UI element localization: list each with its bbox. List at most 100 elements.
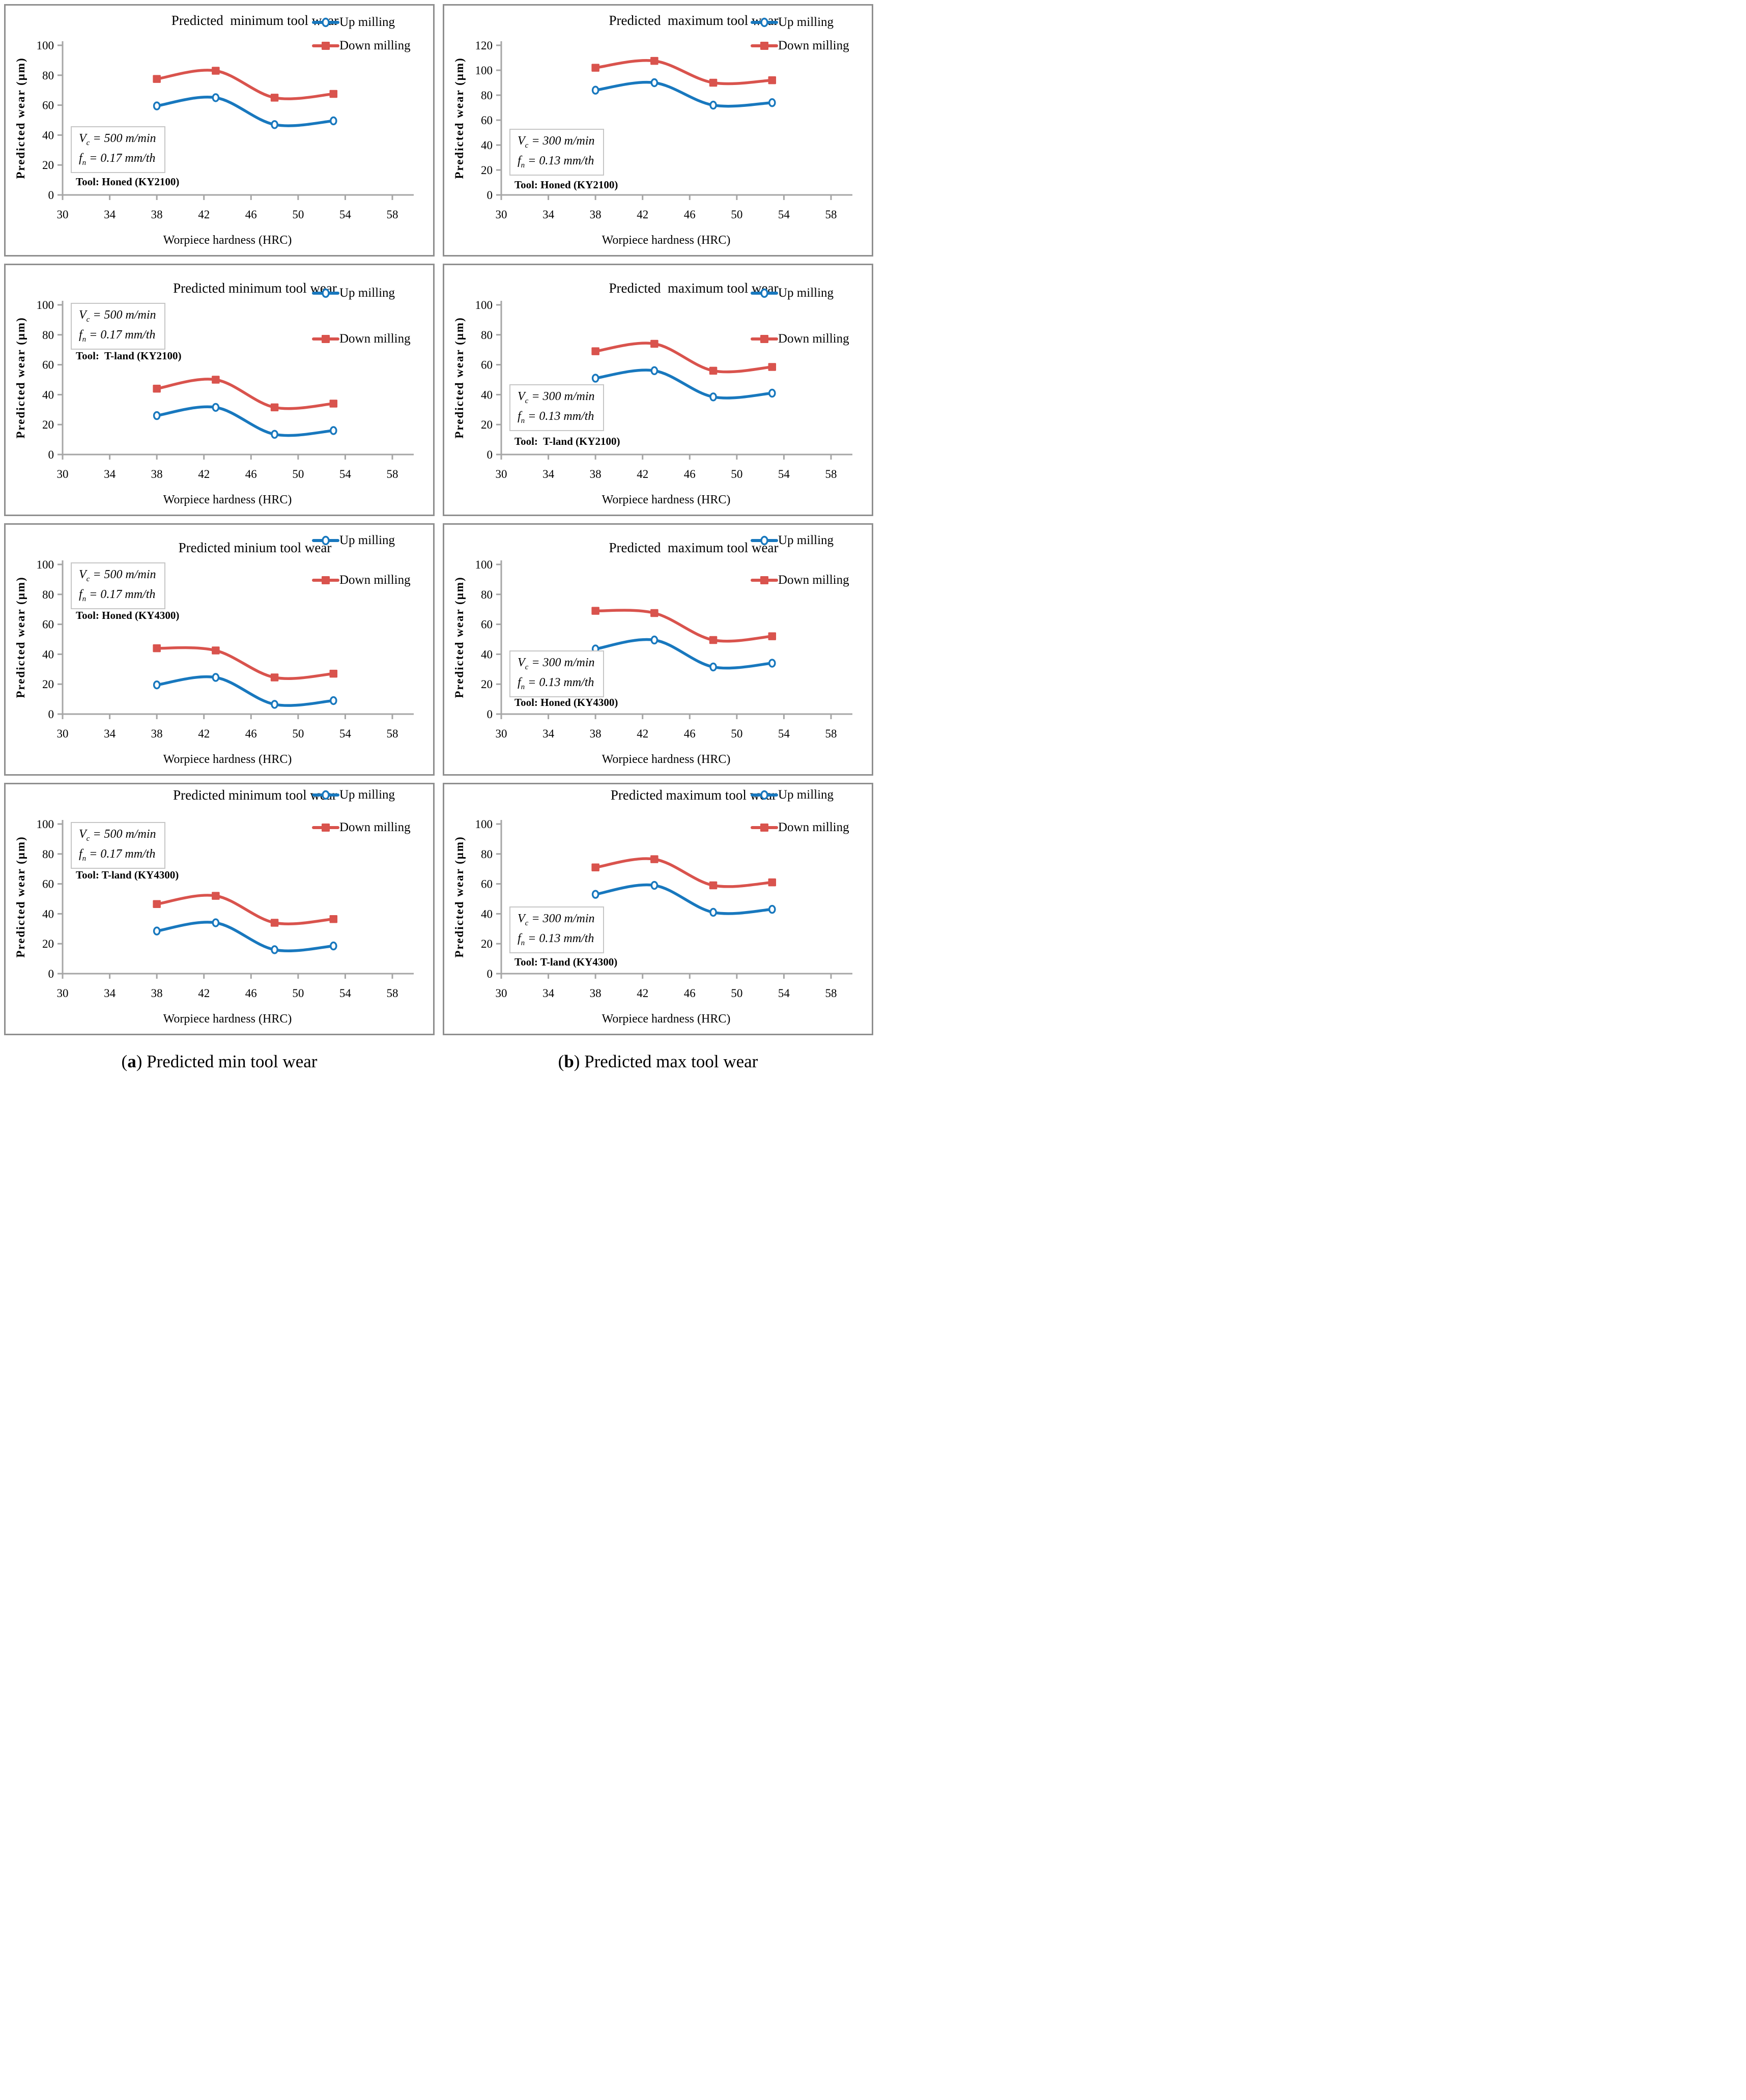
svg-text:40: 40 — [481, 388, 493, 401]
svg-text:80: 80 — [42, 329, 54, 342]
svg-text:20: 20 — [42, 418, 54, 431]
down-milling-marker-icon — [312, 821, 339, 834]
x-axis-label: Worpiece hardness (HRC) — [602, 234, 731, 247]
legend-item-down-milling: Down milling — [312, 39, 411, 52]
up-milling-marker-icon — [751, 534, 778, 547]
legend-item-up-milling: Up milling — [312, 15, 395, 29]
feed-rate-text: fn = 0.13 mm/th — [518, 410, 594, 425]
tool-label: Tool: T-land (KY4300) — [76, 869, 179, 881]
svg-text:54: 54 — [339, 468, 352, 480]
x-axis-label: Worpiece hardness (HRC) — [163, 753, 292, 766]
svg-text:40: 40 — [481, 648, 493, 661]
svg-text:46: 46 — [684, 468, 696, 480]
legend-item-down-milling: Down milling — [312, 332, 411, 346]
y-axis-label: Predicted wear (μm) — [14, 576, 27, 698]
svg-text:80: 80 — [42, 69, 54, 82]
legend-item-up-milling: Up milling — [312, 533, 395, 547]
svg-text:50: 50 — [292, 208, 304, 221]
legend-item-up-milling: Up milling — [312, 286, 395, 300]
x-axis-label: Worpiece hardness (HRC) — [602, 1012, 731, 1026]
legend-label: Up milling — [778, 286, 834, 300]
chart-title: Predicted maximum tool wear — [609, 280, 779, 296]
tool-label: Tool: Honed (KY4300) — [76, 609, 180, 621]
chart-plot-area: 30 34 38 42 46 50 54 58 0 20 40 60 80 100 — [475, 299, 852, 480]
cutting-speed-text: Vc = 500 m/min — [79, 132, 156, 147]
down-milling-marker-icon — [751, 332, 778, 346]
up-milling-marker-icon — [312, 287, 339, 300]
svg-text:54: 54 — [339, 987, 352, 1000]
down-milling-marker-icon — [751, 574, 778, 587]
svg-text:60: 60 — [481, 878, 493, 891]
svg-text:60: 60 — [42, 618, 54, 631]
svg-text:46: 46 — [684, 208, 696, 221]
svg-text:34: 34 — [542, 468, 555, 480]
cutting-speed-text: Vc = 500 m/min — [79, 828, 156, 843]
svg-text:30: 30 — [57, 987, 69, 1000]
x-axis-label: Worpiece hardness (HRC) — [163, 493, 292, 506]
chart-title: Predicted minimum tool wear — [173, 787, 337, 803]
cutting-params-box: Vc = 300 m/min fn = 0.13 mm/th — [509, 650, 604, 698]
legend-label: Down milling — [778, 573, 849, 587]
cutting-speed-text: Vc = 500 m/min — [79, 568, 156, 583]
svg-text:30: 30 — [496, 468, 507, 480]
y-axis-label: Predicted wear (μm) — [453, 57, 466, 179]
feed-rate-text: fn = 0.13 mm/th — [518, 154, 594, 169]
legend-label: Up milling — [778, 533, 834, 547]
cutting-speed-text: Vc = 300 m/min — [518, 134, 595, 150]
svg-text:30: 30 — [57, 727, 69, 740]
svg-text:60: 60 — [42, 878, 54, 891]
y-axis-label: Predicted wear (μm) — [14, 317, 27, 439]
svg-text:20: 20 — [42, 938, 54, 950]
svg-text:50: 50 — [731, 208, 742, 221]
legend-item-down-milling: Down milling — [751, 573, 849, 587]
svg-text:40: 40 — [42, 907, 54, 920]
svg-text:100: 100 — [475, 299, 493, 311]
svg-text:34: 34 — [104, 208, 116, 221]
svg-text:100: 100 — [37, 818, 54, 831]
svg-text:0: 0 — [487, 189, 493, 202]
svg-text:46: 46 — [684, 987, 696, 1000]
chart-legend: Up milling Down milling — [312, 6, 430, 107]
svg-text:54: 54 — [778, 727, 790, 740]
svg-text:40: 40 — [42, 129, 54, 141]
svg-text:40: 40 — [42, 648, 54, 661]
up-milling-marker-icon — [751, 287, 778, 300]
chart-panel-max-tland-ky2100: 30 34 38 42 46 50 54 58 0 20 40 60 80 100 Predicted m… — [443, 264, 873, 516]
svg-text:46: 46 — [245, 208, 257, 221]
svg-text:46: 46 — [245, 727, 257, 740]
y-axis-label: Predicted wear (μm) — [14, 836, 27, 958]
svg-text:38: 38 — [590, 468, 602, 480]
chart-legend: Up milling Down milling — [751, 6, 869, 107]
svg-text:0: 0 — [487, 448, 493, 461]
up-milling-marker-icon — [312, 16, 339, 29]
legend-item-up-milling: Up milling — [751, 286, 834, 300]
svg-text:20: 20 — [481, 418, 493, 431]
feed-rate-text: fn = 0.17 mm/th — [79, 328, 156, 344]
legend-item-up-milling: Up milling — [312, 788, 395, 802]
legend-label: Down milling — [339, 573, 411, 587]
chart-legend: Up milling Down milling — [751, 265, 869, 367]
chart-legend: Up milling Down milling — [751, 784, 869, 886]
up-milling-marker-icon — [312, 788, 339, 802]
legend-label: Down milling — [339, 39, 411, 52]
tool-label: Tool: T-land (KY2100) — [76, 350, 182, 362]
legend-label: Up milling — [778, 15, 834, 29]
caption-a: (a) Predicted min tool wear — [4, 1042, 435, 1098]
cutting-params-box: Vc = 500 m/min fn = 0.17 mm/th — [71, 303, 165, 350]
down-milling-marker-icon — [312, 574, 339, 587]
svg-text:20: 20 — [42, 159, 54, 172]
y-axis-label: Predicted wear (μm) — [14, 57, 27, 179]
chart-panel-min-honed-ky4300: 30 34 38 42 46 50 54 58 0 20 40 60 80 100 Predicted m… — [4, 523, 435, 776]
chart-plot-area: 30 34 38 42 46 50 54 58 0 20 40 60 80 100 — [475, 558, 852, 740]
svg-text:42: 42 — [637, 727, 648, 740]
cutting-speed-text: Vc = 300 m/min — [518, 912, 595, 927]
legend-item-up-milling: Up milling — [751, 788, 834, 802]
legend-item-down-milling: Down milling — [312, 820, 411, 834]
x-axis-label: Worpiece hardness (HRC) — [163, 234, 292, 247]
svg-text:60: 60 — [481, 114, 493, 127]
feed-rate-text: fn = 0.13 mm/th — [518, 676, 594, 691]
x-axis-label: Worpiece hardness (HRC) — [602, 753, 731, 766]
chart-panel-min-tland-ky4300: 30 34 38 42 46 50 54 58 0 20 40 60 80 100 Predicted m… — [4, 783, 435, 1035]
legend-item-down-milling: Down milling — [751, 39, 849, 52]
svg-text:42: 42 — [637, 208, 648, 221]
